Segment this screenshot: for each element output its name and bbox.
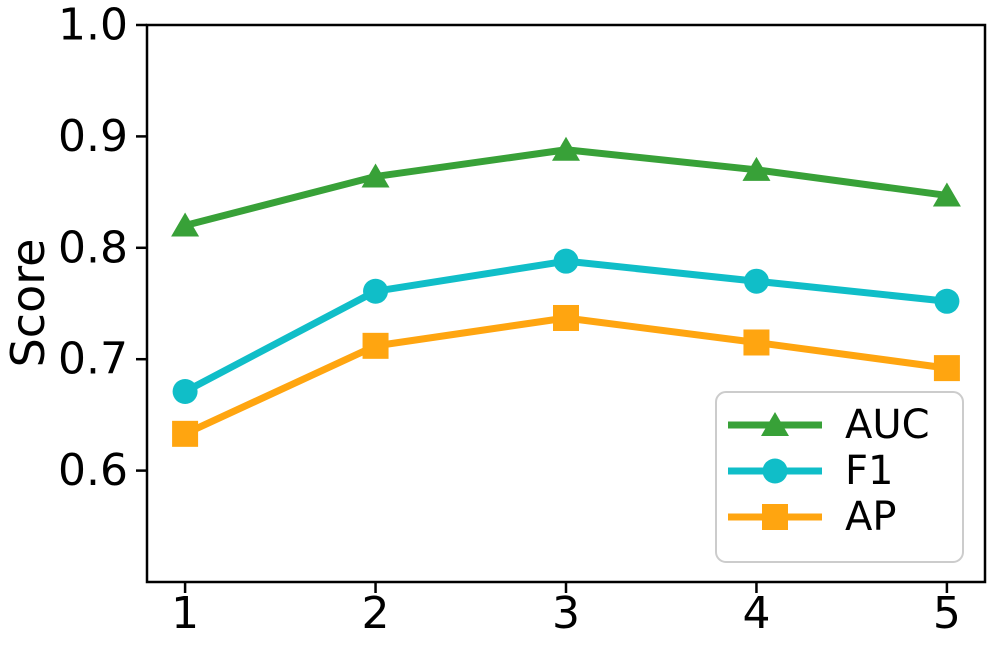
legend-marker-ap xyxy=(762,504,788,530)
marker-ap-4 xyxy=(743,329,770,356)
series-lines xyxy=(171,136,961,447)
y-tick-label: 0.8 xyxy=(58,222,128,273)
legend-label-ap: AP xyxy=(845,494,896,540)
marker-ap-5 xyxy=(933,355,960,382)
marker-auc-2 xyxy=(361,163,390,188)
marker-auc-3 xyxy=(552,136,580,161)
y-tick-label: 1.0 xyxy=(58,0,128,51)
legend-entry-f1: F1 xyxy=(728,448,893,494)
marker-f1-2 xyxy=(363,278,389,304)
y-tick-label: 0.6 xyxy=(58,445,128,496)
marker-f1-1 xyxy=(172,379,198,405)
x-tick-label: 3 xyxy=(552,588,580,639)
legend-entry-ap: AP xyxy=(728,494,896,540)
y-tick-label: 0.9 xyxy=(58,111,128,162)
x-tick-label: 1 xyxy=(171,588,199,639)
marker-auc-5 xyxy=(932,182,961,207)
marker-auc-4 xyxy=(742,156,771,181)
marker-ap-3 xyxy=(553,304,579,331)
legend-marker-auc xyxy=(761,412,789,436)
marker-f1-4 xyxy=(743,268,769,294)
legend-label-f1: F1 xyxy=(845,448,893,494)
marker-ap-2 xyxy=(362,332,389,359)
x-tick-label: 5 xyxy=(933,588,961,639)
marker-auc-1 xyxy=(171,212,200,237)
marker-f1-3 xyxy=(553,248,579,274)
legend-marker-f1 xyxy=(762,458,788,484)
y-tick-label: 0.7 xyxy=(58,334,128,385)
x-tick-label: 4 xyxy=(742,588,770,639)
y-axis-title: Score xyxy=(1,239,55,368)
axis-ticks: 0.6 0.7 0.8 0.9 1.0 1 2 3 4 5 xyxy=(58,0,961,639)
marker-ap-1 xyxy=(172,420,199,447)
series-line-auc xyxy=(184,146,948,229)
x-tick-label: 2 xyxy=(362,588,390,639)
marker-f1-5 xyxy=(934,288,960,314)
legend-entry-auc: AUC xyxy=(728,402,930,448)
legend-label-auc: AUC xyxy=(845,402,930,448)
